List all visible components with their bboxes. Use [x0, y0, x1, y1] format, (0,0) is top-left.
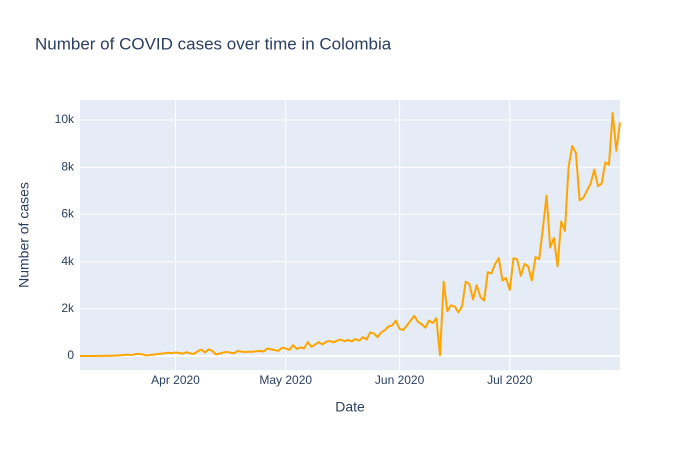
x-tick-label: Apr 2020 — [151, 373, 200, 387]
y-tick-label: 8k — [61, 159, 75, 173]
x-tick-label: Jun 2020 — [375, 373, 425, 387]
y-tick-label: 2k — [61, 301, 75, 315]
x-axis-title: Date — [335, 399, 365, 415]
y-axis-title: Number of cases — [16, 182, 32, 288]
y-tick-label: 6k — [61, 207, 75, 221]
x-tick-label: May 2020 — [259, 373, 312, 387]
y-tick-label: 0 — [67, 348, 74, 362]
plot-area — [80, 100, 620, 370]
y-tick-label: 4k — [61, 254, 75, 268]
y-tick-label: 10k — [55, 112, 75, 126]
line-series — [79, 111, 621, 358]
x-tick-label: Jul 2020 — [487, 373, 533, 387]
chart-title: Number of COVID cases over time in Colom… — [35, 34, 392, 53]
